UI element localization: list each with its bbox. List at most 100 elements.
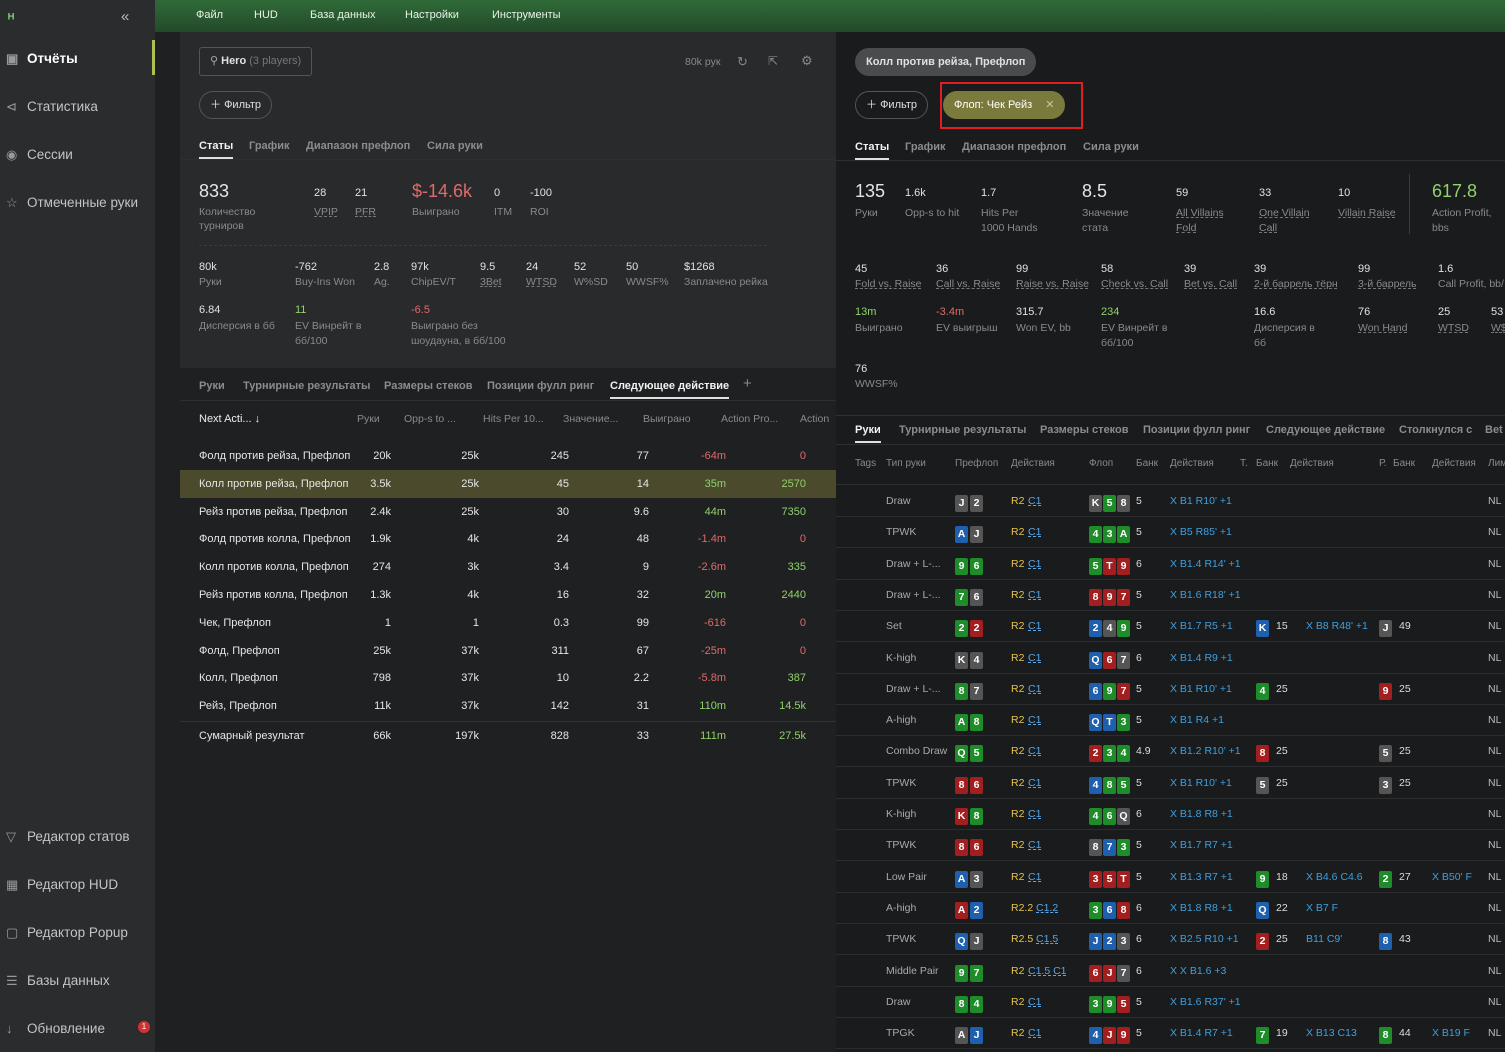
col-opps[interactable]: Opp-s to ... (404, 413, 456, 425)
hand-row[interactable]: Draw 8 4 R2 C1 3 9 5 5 X B1.6 R37' +1 NL (836, 987, 1505, 1018)
column-header[interactable]: Банк (1393, 458, 1416, 469)
stat-label: Call Profit, bb/ (1438, 278, 1504, 290)
player-selector[interactable]: ⚲ Hero (3 players) (199, 47, 313, 76)
column-header[interactable]: Действия (1290, 458, 1334, 469)
column-header[interactable]: Банк (1256, 458, 1279, 469)
gear-icon[interactable]: ⚙ (801, 53, 813, 68)
col-action[interactable]: Action (800, 413, 830, 425)
context-chip[interactable]: Колл против рейза, Префлоп (855, 48, 1037, 76)
table-row[interactable]: Фолд против колла, Префлоп 1.9k 4k 24 48 -1.4… (180, 525, 836, 553)
hand-row[interactable]: K-high K 4 R2 C1 Q 6 7 6 X B1.4 R9 +1 NL (836, 643, 1505, 674)
tab-5[interactable]: Столкнулся с (1399, 424, 1473, 436)
table-row[interactable]: Чек, Префлоп 1 1 0.3 99 -616 0 (180, 609, 836, 637)
column-header[interactable]: Лим (1488, 458, 1505, 469)
tab-hands[interactable]: Руки (199, 380, 225, 392)
hand-row[interactable]: Set 2 2 R2 C1 2 4 9 5 X B1.7 R5 +1 K 15 X B8 R48' +1… (836, 611, 1505, 643)
col-action-profit[interactable]: Action Pro... (721, 413, 779, 425)
tab-stats[interactable]: Статы (199, 140, 234, 159)
sidebar-item-popup-editor[interactable]: ▢ Редактор Popup (6, 925, 128, 941)
tab-graph[interactable]: График (905, 141, 946, 153)
tab-preflop-range[interactable]: Диапазон префлоп (962, 141, 1067, 153)
tab-tourney-results[interactable]: Турнирные результаты (243, 380, 371, 392)
add-tab-icon[interactable]: + (743, 375, 752, 392)
column-header[interactable]: Р. (1379, 458, 1387, 469)
hand-row[interactable]: Draw J 2 R2 C1 K 5 8 5 X B1 R10' +1 NL (836, 486, 1505, 517)
hand-row[interactable]: TPWK 8 6 R2 C1 8 7 3 5 X B1.7 R7 +1 NL (836, 830, 1505, 862)
table-row[interactable]: Рейз против колла, Префлоп 1.3k 4k 16 32 20m 2… (180, 581, 836, 609)
table-row[interactable]: Колл против колла, Префлоп 274 3k 3.4 9 -2.6m… (180, 553, 836, 581)
table-row[interactable]: Колл, Префлоп 798 37k 10 2.2 -5.8m 387 (180, 664, 836, 692)
menu-database[interactable]: База данных (310, 9, 376, 21)
menu-hud[interactable]: HUD (254, 9, 278, 21)
table-row[interactable]: Колл против рейза, Префлоп 3.5k 25k 45 14 35m… (180, 469, 836, 498)
export-icon[interactable]: ⇱ (768, 54, 779, 68)
col-hands[interactable]: Руки (357, 413, 380, 425)
menu-file[interactable]: Файл (196, 9, 224, 21)
update-badge: 1 (138, 1021, 150, 1033)
column-header[interactable]: Действия (1170, 458, 1214, 469)
tab-0[interactable]: Руки (855, 424, 881, 443)
hand-row[interactable]: Combo Draw Q 5 R2 C1 2 3 4 4.9 X B1.2 R10' +1 8 25 5… (836, 736, 1505, 768)
tab-3[interactable]: Позиции фулл ринг (1143, 424, 1251, 436)
add-filter-button[interactable]: ＋ Фильтр (199, 91, 273, 119)
tab-graph[interactable]: График (249, 140, 290, 152)
menu-settings[interactable]: Настройки (405, 9, 459, 21)
hand-row[interactable]: Middle Pair 9 7 R2 C1.5 C1 6 J 7 6 X X B1.6 +3 NL (836, 956, 1505, 987)
col-won[interactable]: Выиграно (643, 413, 691, 425)
tab-stats[interactable]: Статы (855, 141, 890, 160)
col-next-action[interactable]: Next Acti... ↓ (199, 413, 260, 425)
refresh-icon[interactable]: ↻ (737, 54, 748, 69)
close-icon[interactable]: ✕ (1045, 99, 1055, 111)
table-row[interactable]: Рейз, Префлоп 11k 37k 142 31 110m 14.5k (180, 692, 836, 720)
column-header[interactable]: Банк (1136, 458, 1159, 469)
hand-row[interactable]: TPWK A J R2 C1 4 3 A 5 X B5 R85' +1 NL (836, 517, 1505, 549)
table-cell: -5.8m (697, 672, 726, 685)
column-header[interactable]: Тип руки (886, 458, 926, 469)
sidebar-item-statistics[interactable]: ⊲ Статистика (6, 99, 98, 115)
tab-hand-strength[interactable]: Сила руки (427, 140, 483, 152)
sidebar-item-stat-editor[interactable]: ▽ Редактор статов (6, 829, 130, 845)
sidebar-item-reports[interactable]: ▣ Отчёты (6, 51, 78, 67)
hand-row[interactable]: A-high A 2 R2.2 C1.2 3 6 8 6 X B1.8 R8 +1 Q 22 X B7 … (836, 893, 1505, 924)
table-row[interactable]: Фолд против рейза, Префлоп 20k 25k 245 77 -64… (180, 442, 836, 470)
hand-row[interactable]: TPGK A J R2 C1 4 J 9 5 X B1.4 R7 +1 7 19 X B13 C13 8 4… (836, 1018, 1505, 1050)
total-row[interactable]: Сумарный результат 66k 197k 828 33 111m 27.5k (180, 721, 836, 749)
hand-row[interactable]: Low Pair A 3 R2 C1 3 5 T 5 X B1.3 R7 +1 9 18 X B4.6 … (836, 862, 1505, 893)
hand-row[interactable]: Draw + L-... 8 7 R2 C1 6 9 7 5 X B1 R10' +1 4 25 9 25… (836, 674, 1505, 705)
column-header[interactable]: Т. (1240, 458, 1248, 469)
tab-6[interactable]: Bet (1485, 424, 1503, 436)
tab-full-ring-positions[interactable]: Позиции фулл ринг (487, 380, 595, 392)
hand-row[interactable]: TPWK Q J R2.5 C1.5 J 2 3 6 X B2.5 R10 +1 2 25 B11 C9… (836, 924, 1505, 956)
sidebar-item-hud-editor[interactable]: ▦ Редактор HUD (6, 877, 118, 893)
sidebar-item-sessions[interactable]: ◉ Сессии (6, 147, 73, 163)
tab-2[interactable]: Размеры стеков (1040, 424, 1129, 436)
column-header[interactable]: Действия (1011, 458, 1055, 469)
hand-row[interactable]: A-high A 8 R2 C1 Q T 3 5 X B1 R4 +1 NL (836, 705, 1505, 737)
add-filter-button[interactable]: ＋ Фильтр (855, 91, 929, 119)
col-value[interactable]: Значение... (563, 413, 619, 425)
hand-row[interactable]: K-high K 8 R2 C1 4 6 Q 6 X B1.8 R8 +1 NL (836, 799, 1505, 830)
tab-4[interactable]: Следующее действие (1266, 424, 1386, 436)
tab-hand-strength[interactable]: Сила руки (1083, 141, 1139, 153)
col-hits[interactable]: Hits Per 10... (483, 413, 544, 425)
column-header[interactable]: Tags (855, 458, 877, 469)
tab-stack-sizes[interactable]: Размеры стеков (384, 380, 473, 392)
hand-row[interactable]: TPWK 8 6 R2 C1 4 8 5 5 X B1 R10' +1 5 25 3 25 NL (836, 768, 1505, 799)
card: 8 (970, 808, 983, 825)
column-header[interactable]: Префлоп (955, 458, 999, 469)
hand-row[interactable]: Draw + L-... 7 6 R2 C1 8 9 7 5 X B1.6 R18' +1 NL (836, 580, 1505, 611)
sidebar-item-update[interactable]: ↓ Обновление (6, 1021, 105, 1036)
tab-preflop-range[interactable]: Диапазон префлоп (306, 140, 411, 152)
active-filter-chip[interactable]: Флоп: Чек Рейз ✕ (943, 91, 1066, 119)
tab-next-action[interactable]: Следующее действие (610, 380, 730, 399)
hand-row[interactable]: Draw + L-... 9 6 R2 C1 5 T 9 6 X B1.4 R14' +1 NL (836, 549, 1505, 580)
table-row[interactable]: Рейз против рейза, Префлоп 2.4k 25k 30 9.6 44… (180, 498, 836, 526)
sidebar-item-databases[interactable]: ☰ Базы данных (6, 973, 110, 989)
table-row[interactable]: Фолд, Префлоп 25k 37k 311 67 -25m 0 (180, 637, 836, 665)
menu-tools[interactable]: Инструменты (492, 9, 561, 21)
column-header[interactable]: Действия (1432, 458, 1476, 469)
sidebar-item-marked-hands[interactable]: ☆ Отмеченные руки (6, 195, 138, 211)
collapse-sidebar-button[interactable]: « (121, 8, 130, 25)
tab-1[interactable]: Турнирные результаты (899, 424, 1027, 436)
column-header[interactable]: Флоп (1089, 458, 1114, 469)
